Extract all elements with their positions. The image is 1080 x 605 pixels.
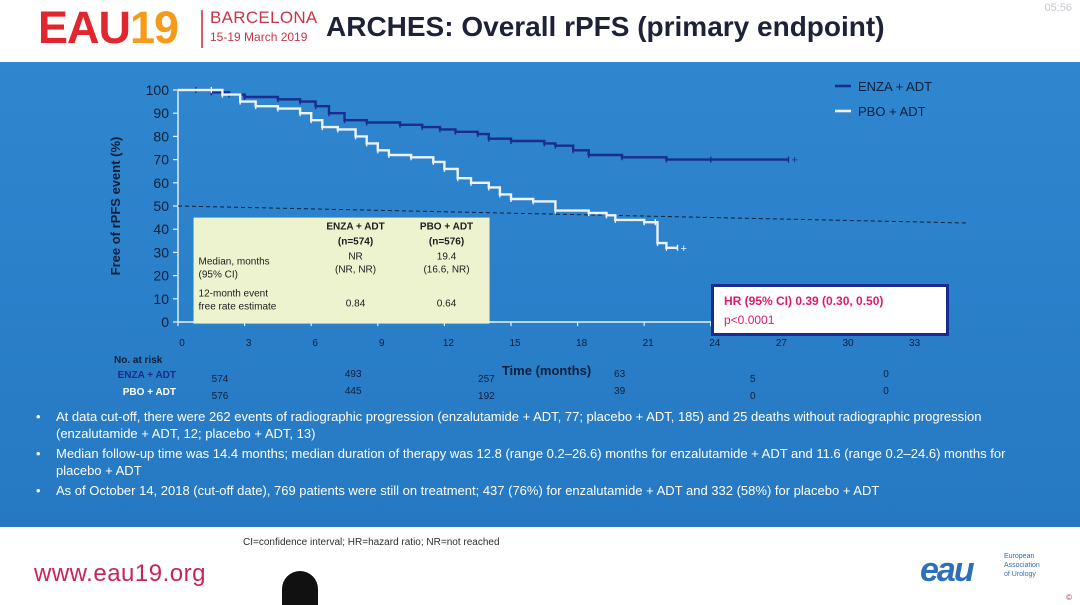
censor-end-mark: + [681, 243, 687, 255]
hazard-ratio-value: HR (95% CI) 0.39 (0.30, 0.50) [724, 294, 884, 308]
median-table-row-label: free rate estimate [199, 302, 277, 313]
median-table-row-label: 12-month event [199, 289, 269, 300]
eau-logo-mark: eau [920, 551, 975, 589]
hazard-ratio-box: HR (95% CI) 0.39 (0.30, 0.50) p<0.0001 [711, 284, 949, 336]
abbreviations-footnote: CI=confidence interval; HR=hazard ratio;… [243, 537, 500, 548]
copyright-mark: © [1066, 593, 1072, 602]
at-risk-count: 445 [345, 386, 362, 397]
at-risk-count: 574 [212, 374, 229, 385]
median-table-cell: 0.84 [346, 299, 366, 310]
at-risk-heading: No. at risk [114, 355, 163, 366]
bullet-dot-icon: • [36, 483, 41, 498]
logo-19-text: 19 [130, 2, 179, 53]
x-tick-label: 18 [576, 338, 588, 349]
legend-label-enza: ENZA + ADT [858, 79, 932, 94]
median-table-n: (n=576) [429, 237, 464, 248]
x-tick-label: 24 [709, 338, 721, 349]
org-name-line: European [1004, 553, 1035, 560]
y-tick-label: 10 [153, 291, 169, 307]
km-curve-pbo [178, 88, 678, 249]
timer-readout: 05:56 [1044, 2, 1072, 14]
x-tick-label: 12 [443, 338, 455, 349]
bullet-item: • Median follow-up time was 14.4 months; … [36, 445, 1036, 479]
y-tick-label: 50 [153, 198, 169, 214]
at-risk-count: 5 [750, 374, 756, 385]
median-reference-line [177, 205, 967, 224]
org-name-line: of Urology [1004, 571, 1036, 578]
at-risk-count: 493 [345, 369, 362, 380]
x-tick-label: 0 [179, 338, 185, 349]
y-tick-label: 0 [161, 314, 169, 330]
km-curve-enza [178, 88, 789, 161]
x-tick-label: 33 [909, 338, 921, 349]
y-axis-label: Free of rPFS event (%) [108, 137, 123, 276]
x-tick-label: 27 [776, 338, 788, 349]
eau-organisation-name: European Association of Urology [1004, 552, 1074, 579]
y-tick-label: 20 [153, 268, 169, 284]
bullet-text: At data cut-off, there were 262 events o… [56, 409, 982, 441]
x-tick-label: 3 [246, 338, 252, 349]
at-risk-count: 257 [478, 374, 495, 385]
bullet-dot-icon: • [36, 409, 41, 424]
median-table-header: PBO + ADT [420, 222, 473, 233]
median-table-cell: 19.4 [437, 252, 457, 263]
bullet-dot-icon: • [36, 446, 41, 461]
slide-title: ARCHES: Overall rPFS (primary endpoint) [326, 11, 885, 42]
logo-divider [201, 10, 203, 48]
y-tick-label: 30 [153, 244, 169, 260]
slide-header: EAU19 BARCELONA 15-19 March 2019 ARCHES:… [0, 0, 1080, 62]
x-tick-label: 21 [643, 338, 655, 349]
org-name-line: Association [1004, 562, 1040, 569]
p-value: p<0.0001 [724, 313, 775, 327]
logo-eau-text: EAU [38, 2, 131, 53]
median-table-row-label: (95% CI) [199, 270, 238, 281]
y-tick-label: 90 [153, 105, 169, 121]
logo-dates: 15-19 March 2019 [210, 30, 308, 44]
slide-footer: CI=confidence interval; HR=hazard ratio;… [0, 527, 1080, 605]
logo-city: BARCELONA [210, 8, 318, 27]
at-risk-count: 0 [883, 369, 889, 380]
at-risk-count: 0 [883, 386, 889, 397]
median-table-n: (n=574) [338, 237, 373, 248]
y-tick-label: 60 [153, 175, 169, 191]
median-table-cell: (16.6, NR) [423, 265, 469, 276]
x-tick-label: 9 [379, 338, 385, 349]
y-tick-label: 80 [153, 128, 169, 144]
at-risk-count: 0 [750, 391, 756, 402]
at-risk-row-label: ENZA + ADT [118, 370, 176, 381]
median-table-cell: 0.64 [437, 299, 457, 310]
y-tick-label: 70 [153, 152, 169, 168]
bullet-item: • At data cut-off, there were 262 events … [36, 408, 1036, 442]
y-tick-label: 40 [153, 221, 169, 237]
bullet-text: Median follow-up time was 14.4 months; m… [56, 446, 1006, 478]
microphone-silhouette [282, 571, 318, 605]
censor-end-mark: + [792, 155, 798, 167]
bullet-list: • At data cut-off, there were 262 events … [36, 408, 1036, 502]
x-tick-label: 30 [842, 338, 854, 349]
median-table-box [193, 217, 490, 324]
median-table-row-label: Median, months [199, 257, 270, 268]
slide-content: 0 10 20 30 40 50 60 70 80 90 100 0 3 6 9 12 15 18 21 24 27 30… [0, 62, 1080, 527]
at-risk-row-label: PBO + ADT [123, 387, 176, 398]
median-table-cell: (NR, NR) [335, 265, 376, 276]
x-axis-label: Time (months) [502, 363, 591, 378]
footer-url-link[interactable]: www.eau19.org [34, 560, 206, 587]
median-table-header: ENZA + ADT [326, 222, 384, 233]
legend-label-pbo: PBO + ADT [858, 104, 926, 119]
y-tick-label: 100 [146, 82, 170, 98]
at-risk-count: 576 [212, 391, 229, 402]
median-table-cell: NR [348, 252, 362, 263]
eau19-logo: EAU19 [38, 2, 179, 54]
x-tick-label: 6 [312, 338, 318, 349]
x-tick-label: 15 [509, 338, 521, 349]
at-risk-count: 39 [614, 386, 626, 397]
at-risk-count: 63 [614, 369, 626, 380]
at-risk-count: 192 [478, 391, 495, 402]
bullet-item: • As of October 14, 2018 (cut-off date), … [36, 482, 1036, 499]
bullet-text: As of October 14, 2018 (cut-off date), 7… [56, 483, 880, 498]
